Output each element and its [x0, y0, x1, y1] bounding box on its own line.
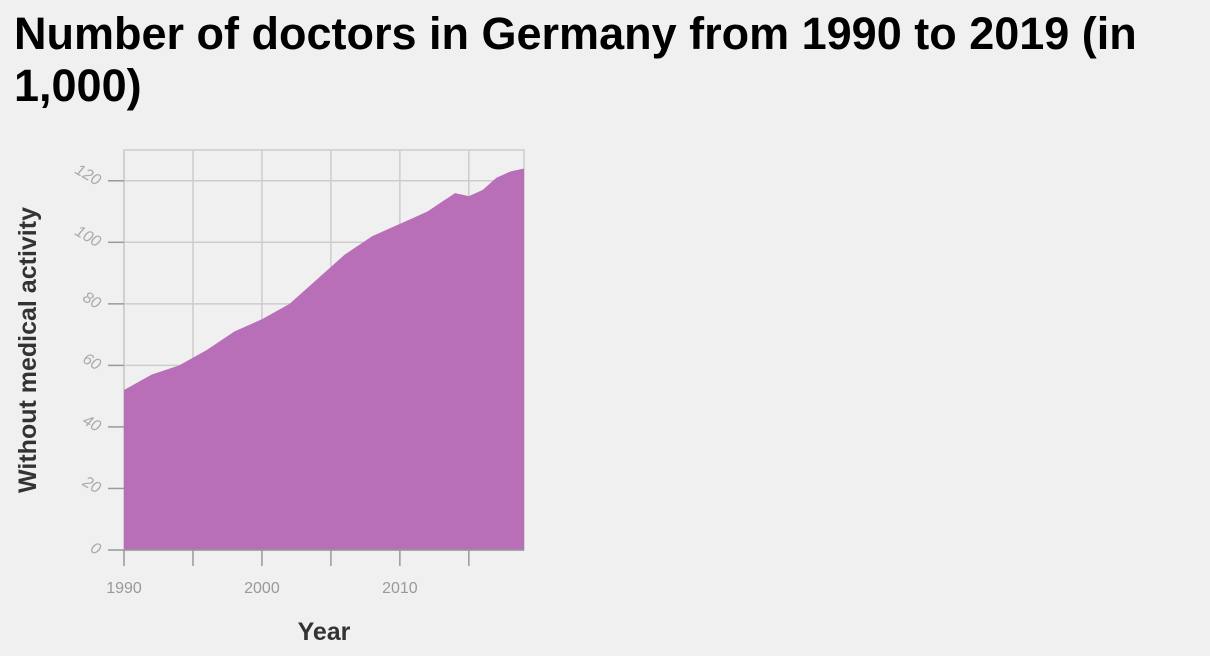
x-tick-label: 2000: [244, 580, 280, 597]
x-tick-label: 2010: [382, 580, 418, 597]
x-axis-ticks: 1990 2000 2010: [106, 550, 470, 597]
y-tick-label: 20: [79, 473, 104, 497]
y-tick-label: 120: [72, 161, 104, 189]
x-tick-label: 1990: [106, 580, 142, 597]
y-axis-ticks: 0 20 40 60 80 100 120: [72, 161, 124, 559]
y-tick-label: 60: [80, 350, 104, 374]
x-axis-label: Year: [298, 618, 351, 646]
y-tick-label: 40: [80, 412, 104, 436]
y-axis-label: Without medical activity: [14, 207, 42, 493]
chart-title: Number of doctors in Germany from 1990 t…: [14, 8, 1137, 111]
area-series: [124, 168, 524, 550]
y-tick-label: 100: [72, 223, 104, 251]
y-tick-label: 0: [87, 539, 103, 558]
y-tick-label: 80: [80, 289, 104, 313]
